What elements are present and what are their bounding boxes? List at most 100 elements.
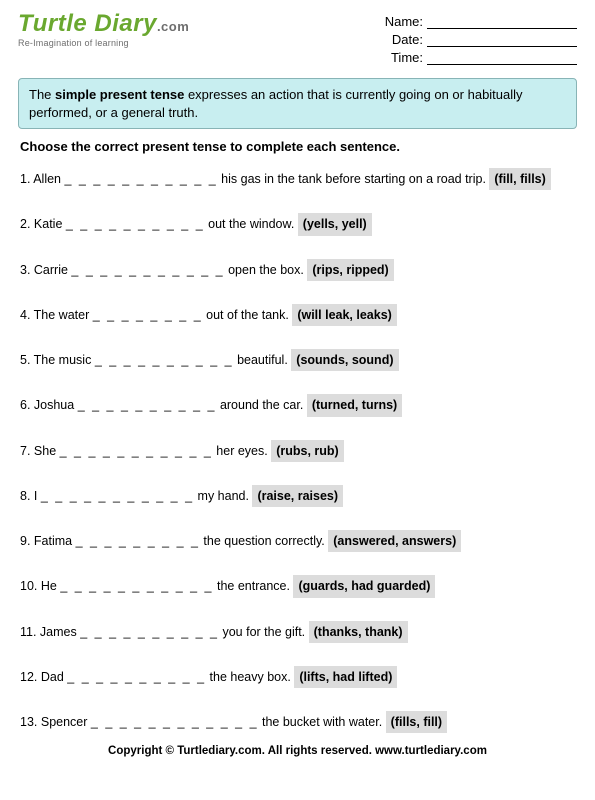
question-row: 6. Joshua _ _ _ _ _ _ _ _ _ _ around the… (20, 394, 575, 416)
question-before: He (41, 579, 60, 593)
answer-blank[interactable]: _ _ _ _ _ _ _ _ _ (76, 534, 200, 548)
question-after: the entrance. (214, 579, 294, 593)
answer-blank[interactable]: _ _ _ _ _ _ _ _ _ _ _ (60, 579, 213, 593)
question-row: 9. Fatima _ _ _ _ _ _ _ _ _ the question… (20, 530, 575, 552)
question-after: out of the tank. (203, 308, 293, 322)
question-row: 4. The water _ _ _ _ _ _ _ _ out of the … (20, 304, 575, 326)
question-before: Allen (33, 172, 64, 186)
answer-choices: (thanks, thank) (309, 621, 408, 643)
answer-blank[interactable]: _ _ _ _ _ _ _ _ (93, 308, 203, 322)
question-after: the heavy box. (206, 670, 294, 684)
answer-blank[interactable]: _ _ _ _ _ _ _ _ _ _ (66, 217, 205, 231)
question-number: 10. (20, 579, 41, 593)
question-after: the bucket with water. (259, 715, 386, 729)
answer-choices: (lifts, had lifted) (294, 666, 397, 688)
answer-blank[interactable]: _ _ _ _ _ _ _ _ _ _ _ (65, 172, 218, 186)
question-row: 5. The music _ _ _ _ _ _ _ _ _ _ beautif… (20, 349, 575, 371)
logo: Turtle Diary.com (18, 12, 189, 36)
date-label: Date: (392, 32, 423, 47)
answer-choices: (fill, fills) (489, 168, 550, 190)
question-number: 9. (20, 534, 34, 548)
question-row: 7. She _ _ _ _ _ _ _ _ _ _ _ her eyes. (… (20, 440, 575, 462)
answer-blank[interactable]: _ _ _ _ _ _ _ _ _ _ _ (41, 489, 194, 503)
answer-blank[interactable]: _ _ _ _ _ _ _ _ _ _ _ (60, 444, 213, 458)
question-after: my hand. (194, 489, 252, 503)
question-after: out the window. (205, 217, 298, 231)
info-pre: The (29, 87, 55, 102)
question-number: 8. (20, 489, 34, 503)
question-number: 1. (20, 172, 33, 186)
answer-choices: (guards, had guarded) (293, 575, 435, 597)
question-number: 4. (20, 308, 34, 322)
question-row: 11. James _ _ _ _ _ _ _ _ _ _ you for th… (20, 621, 575, 643)
question-after: her eyes. (213, 444, 271, 458)
answer-choices: (rubs, rub) (271, 440, 344, 462)
info-term: simple present tense (55, 87, 184, 102)
question-after: the question correctly. (200, 534, 328, 548)
answer-choices: (yells, yell) (298, 213, 372, 235)
question-before: James (40, 625, 80, 639)
question-row: 1. Allen _ _ _ _ _ _ _ _ _ _ _ his gas i… (20, 168, 575, 190)
question-row: 8. I _ _ _ _ _ _ _ _ _ _ _ my hand. (rai… (20, 485, 575, 507)
question-after: open the box. (225, 263, 308, 277)
date-line[interactable] (427, 35, 577, 47)
time-field: Time: (385, 50, 577, 65)
question-row: 13. Spencer _ _ _ _ _ _ _ _ _ _ _ _ the … (20, 711, 575, 733)
info-box: The simple present tense expresses an ac… (18, 78, 577, 129)
question-number: 3. (20, 263, 34, 277)
question-before: She (34, 444, 60, 458)
instructions: Choose the correct present tense to comp… (20, 139, 577, 154)
answer-choices: (rips, ripped) (307, 259, 393, 281)
header-fields: Name: Date: Time: (385, 12, 577, 68)
answer-blank[interactable]: _ _ _ _ _ _ _ _ _ _ (95, 353, 234, 367)
name-field: Name: (385, 14, 577, 29)
question-before: Dad (41, 670, 67, 684)
question-number: 7. (20, 444, 34, 458)
answer-blank[interactable]: _ _ _ _ _ _ _ _ _ _ _ _ (91, 715, 259, 729)
answer-blank[interactable]: _ _ _ _ _ _ _ _ _ _ (78, 398, 217, 412)
question-before: Carrie (34, 263, 72, 277)
question-before: Fatima (34, 534, 76, 548)
answer-choices: (raise, raises) (252, 485, 343, 507)
question-number: 11. (20, 625, 40, 639)
questions-list: 1. Allen _ _ _ _ _ _ _ _ _ _ _ his gas i… (18, 168, 577, 733)
logo-text: Turtle Diary (18, 10, 157, 37)
time-line[interactable] (427, 53, 577, 65)
name-label: Name: (385, 14, 423, 29)
logo-tagline: Re-Imagination of learning (18, 38, 189, 48)
question-number: 12. (20, 670, 41, 684)
worksheet-page: Turtle Diary.com Re-Imagination of learn… (0, 0, 595, 767)
answer-blank[interactable]: _ _ _ _ _ _ _ _ _ _ _ (71, 263, 224, 277)
header: Turtle Diary.com Re-Imagination of learn… (18, 12, 577, 68)
question-after: his gas in the tank before starting on a… (218, 172, 490, 186)
answer-choices: (turned, turns) (307, 394, 402, 416)
question-before: Joshua (34, 398, 78, 412)
question-row: 10. He _ _ _ _ _ _ _ _ _ _ _ the entranc… (20, 575, 575, 597)
answer-blank[interactable]: _ _ _ _ _ _ _ _ _ _ (67, 670, 206, 684)
question-after: around the car. (216, 398, 306, 412)
question-row: 2. Katie _ _ _ _ _ _ _ _ _ _ out the win… (20, 213, 575, 235)
question-row: 12. Dad _ _ _ _ _ _ _ _ _ _ the heavy bo… (20, 666, 575, 688)
time-label: Time: (391, 50, 423, 65)
question-before: The water (34, 308, 93, 322)
question-number: 6. (20, 398, 34, 412)
question-after: you for the gift. (219, 625, 309, 639)
answer-blank[interactable]: _ _ _ _ _ _ _ _ _ _ (80, 625, 219, 639)
question-number: 5. (20, 353, 34, 367)
answer-choices: (will leak, leaks) (292, 304, 397, 326)
answer-choices: (answered, answers) (328, 530, 461, 552)
question-before: I (34, 489, 41, 503)
question-row: 3. Carrie _ _ _ _ _ _ _ _ _ _ _ open the… (20, 259, 575, 281)
question-before: Katie (34, 217, 66, 231)
name-line[interactable] (427, 17, 577, 29)
logo-dotcom: .com (157, 19, 189, 34)
logo-block: Turtle Diary.com Re-Imagination of learn… (18, 12, 189, 48)
question-number: 2. (20, 217, 34, 231)
question-after: beautiful. (234, 353, 292, 367)
footer: Copyright © Turtlediary.com. All rights … (18, 745, 577, 757)
question-number: 13. (20, 715, 41, 729)
question-before: The music (34, 353, 95, 367)
answer-choices: (fills, fill) (386, 711, 447, 733)
answer-choices: (sounds, sound) (291, 349, 398, 371)
question-before: Spencer (41, 715, 91, 729)
